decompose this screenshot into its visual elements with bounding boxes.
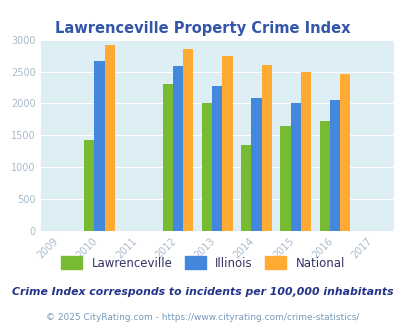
Bar xyxy=(290,103,300,231)
Bar xyxy=(94,61,104,231)
Bar xyxy=(183,49,193,231)
Bar xyxy=(162,84,173,231)
Bar xyxy=(84,140,94,231)
Text: © 2025 CityRating.com - https://www.cityrating.com/crime-statistics/: © 2025 CityRating.com - https://www.city… xyxy=(46,313,359,322)
Bar xyxy=(329,100,339,231)
Bar xyxy=(339,74,350,231)
Bar xyxy=(241,145,251,231)
Bar xyxy=(251,98,261,231)
Bar xyxy=(222,56,232,231)
Bar xyxy=(173,66,183,231)
Bar xyxy=(280,126,290,231)
Bar xyxy=(319,121,329,231)
Text: Lawrenceville Property Crime Index: Lawrenceville Property Crime Index xyxy=(55,21,350,36)
Legend: Lawrenceville, Illinois, National: Lawrenceville, Illinois, National xyxy=(56,252,349,274)
Bar xyxy=(261,65,271,231)
Bar xyxy=(211,86,222,231)
Bar xyxy=(104,45,115,231)
Bar xyxy=(201,103,211,231)
Text: Crime Index corresponds to incidents per 100,000 inhabitants: Crime Index corresponds to incidents per… xyxy=(12,287,393,297)
Bar xyxy=(300,72,310,231)
